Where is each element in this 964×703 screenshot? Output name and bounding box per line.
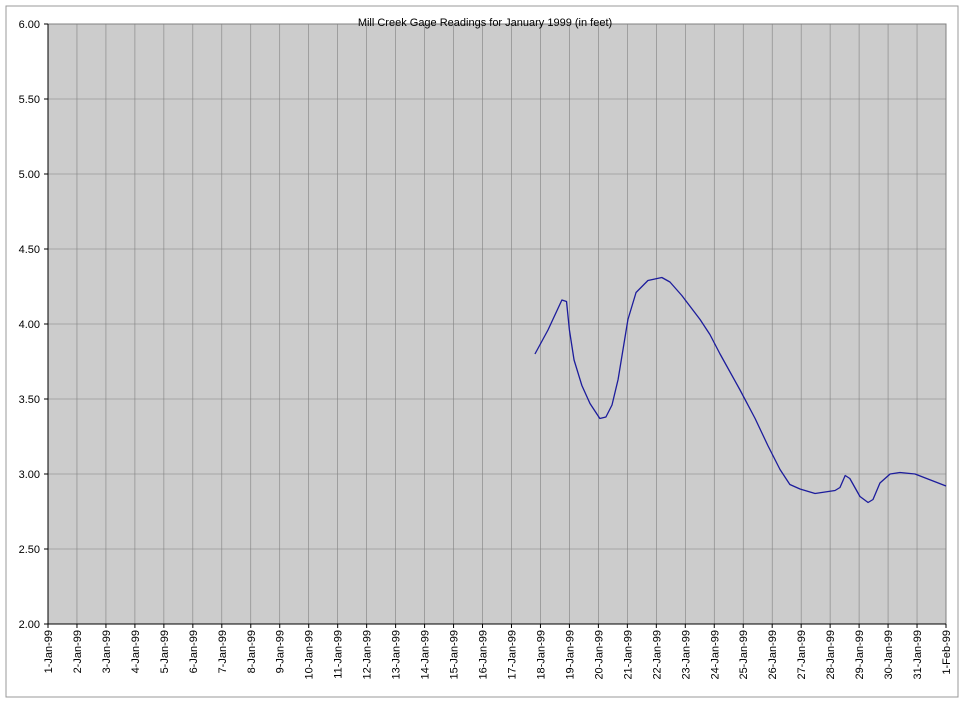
- x-tick-label: 6-Jan-99: [188, 630, 200, 673]
- x-tick-label: 1-Jan-99: [43, 630, 55, 673]
- x-tick-label: 9-Jan-99: [275, 630, 287, 673]
- x-tick-label: 12-Jan-99: [362, 630, 374, 680]
- data-line: [534, 276, 947, 504]
- x-tick-label: 20-Jan-99: [593, 630, 605, 680]
- chart-title: Mill Creek Gage Readings for January 199…: [358, 17, 612, 29]
- x-tick-label: 14-Jan-99: [420, 630, 432, 680]
- x-tick-label: 19-Jan-99: [564, 630, 576, 680]
- x-tick-label: 28-Jan-99: [825, 630, 837, 680]
- x-tick-label: 25-Jan-99: [738, 630, 750, 680]
- x-tick-label: 16-Jan-99: [478, 630, 490, 680]
- x-tick-label: 11-Jan-99: [333, 630, 345, 679]
- x-tick-label: 5-Jan-99: [159, 630, 171, 673]
- x-tick-label: 23-Jan-99: [680, 630, 692, 680]
- x-tick-label: 10-Jan-99: [304, 630, 316, 680]
- x-tick-label: 13-Jan-99: [391, 630, 403, 680]
- x-tick-label: 27-Jan-99: [796, 630, 808, 680]
- x-tick-label: 26-Jan-99: [767, 630, 779, 680]
- x-tick-label: 17-Jan-99: [506, 630, 518, 680]
- y-tick-label: 4.00: [19, 319, 40, 331]
- y-tick-label: 3.50: [19, 394, 40, 406]
- y-tick-label: 2.00: [19, 619, 40, 631]
- plot: 2.00 2.50 3.00 3.50 4.00 4.50 5.00 5.50 6.00 1-Ja…: [19, 19, 953, 680]
- x-tick-label: 7-Jan-99: [217, 630, 229, 673]
- y-tick-label: 5.50: [19, 94, 40, 106]
- x-tick-label: 1-Feb-99: [941, 630, 953, 675]
- y-tick-label: 3.00: [19, 469, 40, 481]
- x-tick-label: 31-Jan-99: [912, 630, 924, 680]
- x-tick-label: 18-Jan-99: [535, 630, 547, 680]
- x-tick-label: 2-Jan-99: [72, 630, 84, 673]
- x-tick-label: 8-Jan-99: [246, 630, 258, 673]
- y-tick-label: 6.00: [19, 19, 40, 31]
- x-tick-label: 22-Jan-99: [651, 630, 663, 680]
- x-tick-label: 21-Jan-99: [622, 630, 634, 680]
- x-tick-label: 30-Jan-99: [883, 630, 895, 680]
- x-tick-label: 3-Jan-99: [101, 630, 113, 673]
- y-tick-label: 4.50: [19, 244, 40, 256]
- x-tick-label: 15-Jan-99: [449, 630, 461, 680]
- x-tick-label: 29-Jan-99: [854, 630, 866, 680]
- y-tick-label: 2.50: [19, 544, 40, 556]
- y-tick-label: 5.00: [19, 169, 40, 181]
- x-tick-label: 4-Jan-99: [130, 630, 142, 673]
- x-tick-label: 24-Jan-99: [709, 630, 721, 680]
